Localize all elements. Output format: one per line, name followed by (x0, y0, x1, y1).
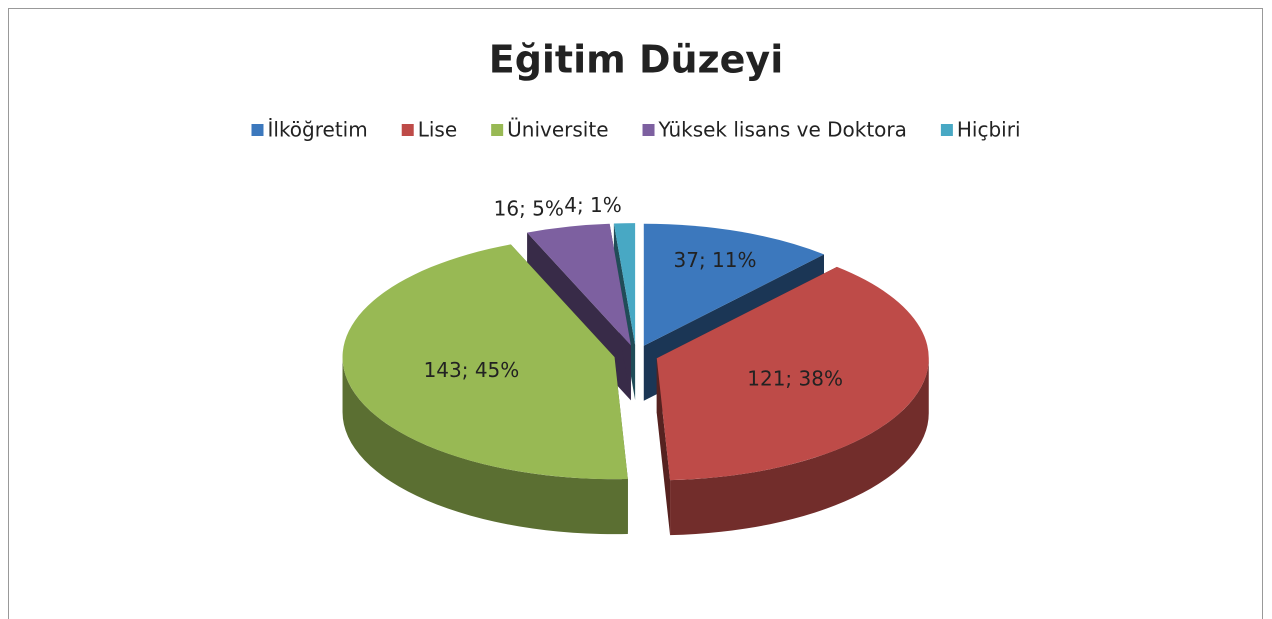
chart-frame (8, 8, 1263, 619)
legend-swatch (940, 124, 953, 136)
data-label: 121; 38% (747, 367, 843, 391)
slice-side (656, 358, 671, 536)
slice-wall (670, 358, 929, 536)
data-label: 4; 1% (564, 193, 622, 217)
slice (613, 223, 636, 346)
legend-swatch (491, 124, 504, 136)
data-label: 143; 45% (424, 358, 520, 382)
legend-label: İlköğretim (267, 118, 367, 142)
slice (656, 266, 929, 481)
slice (527, 223, 631, 346)
slice-wall (342, 357, 628, 535)
legend-label: Lise (418, 118, 457, 142)
legend-label: Yüksek lisans ve Doktora (658, 118, 907, 142)
legend-swatch (642, 124, 655, 136)
chart-title: Eğitim Düzeyi (489, 38, 783, 82)
legend-label: Hiçbiri (957, 118, 1021, 142)
data-label: 37; 11% (674, 248, 757, 272)
slice (643, 223, 825, 346)
legend-swatch (251, 124, 264, 136)
data-label: 16; 5% (494, 197, 564, 221)
legend-swatch (401, 124, 414, 136)
legend-label: Üniversite (507, 118, 608, 142)
slice (342, 244, 628, 480)
